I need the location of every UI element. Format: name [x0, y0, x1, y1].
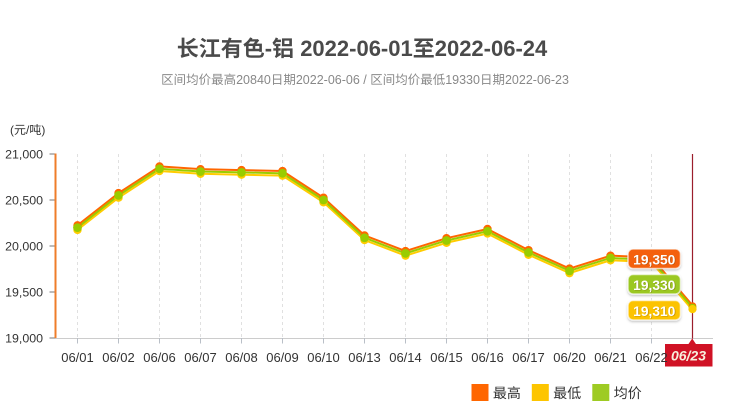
svg-text:19,350: 19,350 [634, 253, 677, 268]
svg-text:19330: 19330 [445, 73, 480, 87]
svg-text:06/20: 06/20 [553, 350, 586, 365]
svg-text:06/08: 06/08 [225, 350, 258, 365]
svg-text:(: ( [10, 123, 14, 137]
svg-text:06/01: 06/01 [61, 350, 94, 365]
svg-text:06/06: 06/06 [143, 350, 176, 365]
svg-text:2022-06-01: 2022-06-01 [300, 36, 413, 61]
svg-text:06/22: 06/22 [635, 350, 668, 365]
svg-text:06/07: 06/07 [184, 350, 217, 365]
svg-text:06/02: 06/02 [102, 350, 135, 365]
svg-text:06/10: 06/10 [307, 350, 340, 365]
svg-text:06/14: 06/14 [389, 350, 422, 365]
svg-text:): ) [41, 123, 45, 137]
svg-text:19,310: 19,310 [634, 305, 677, 320]
svg-text:06/23: 06/23 [671, 348, 706, 364]
svg-text:2022-06-24: 2022-06-24 [435, 36, 548, 61]
svg-text:19,500: 19,500 [5, 286, 43, 300]
svg-text:06/13: 06/13 [348, 350, 381, 365]
svg-text:06/21: 06/21 [594, 350, 627, 365]
svg-text:20,500: 20,500 [5, 194, 43, 208]
svg-text:20,000: 20,000 [5, 240, 43, 254]
svg-text:21,000: 21,000 [5, 148, 43, 162]
svg-text:06/16: 06/16 [471, 350, 504, 365]
svg-text:-: - [265, 36, 272, 61]
svg-text:19,000: 19,000 [5, 332, 43, 346]
svg-text:/: / [363, 73, 367, 87]
svg-text:06/15: 06/15 [430, 350, 463, 365]
svg-text:2022-06-06: 2022-06-06 [296, 73, 360, 87]
svg-text:20840: 20840 [236, 73, 271, 87]
svg-text:19,330: 19,330 [633, 278, 676, 293]
svg-text:19,310: 19,310 [633, 304, 676, 319]
svg-text:06/17: 06/17 [512, 350, 545, 365]
svg-text:2022-06-23: 2022-06-23 [505, 73, 569, 87]
svg-text:06/09: 06/09 [266, 350, 299, 365]
svg-text:19,350: 19,350 [633, 252, 676, 267]
svg-text:/: / [26, 123, 30, 137]
svg-text:19,330: 19,330 [634, 279, 677, 294]
